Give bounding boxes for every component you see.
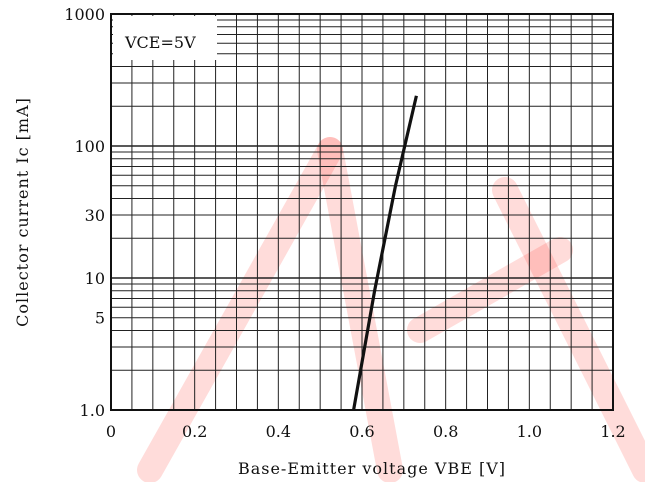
watermark-stroke-1 [317, 137, 403, 482]
series-line-0 [352, 95, 418, 411]
annotation-box [113, 16, 217, 60]
x-tick-label: 0.4 [266, 422, 291, 441]
y-tick-label: 10 [85, 269, 105, 288]
x-tick-label: 1.0 [517, 422, 542, 441]
y-tick-label: 30 [85, 206, 105, 225]
x-tick-label: 0.8 [433, 422, 458, 441]
watermark-stroke-0 [137, 137, 343, 482]
plot-frame [110, 13, 614, 411]
x-axis-label: Base-Emitter voltage VBE [V] [238, 459, 506, 478]
watermark-stroke-2 [407, 237, 573, 343]
annotation-sub: =5V [160, 33, 196, 52]
y-tick-label: 100 [74, 137, 105, 156]
x-tick-label: 0.6 [349, 422, 374, 441]
y-axis-label: Collector current Ic [mA] [13, 97, 32, 327]
watermark [137, 137, 645, 482]
x-tick-labels: 0 0.2 0.4 0.6 0.8 1.0 1.2 [106, 422, 626, 441]
watermark-stroke-3 [492, 177, 645, 482]
y-tick-labels: 1.0 5 10 30 100 1000 [64, 5, 105, 420]
y-tick-label: 1.0 [80, 401, 105, 420]
plot-border [110, 13, 614, 411]
y-tick-label: 1000 [64, 5, 105, 24]
y-tick-label: 5 [95, 309, 105, 328]
annotation: VCE=5V [124, 33, 196, 52]
x-tick-label: 0 [106, 422, 116, 441]
x-tick-label: 1.2 [600, 422, 625, 441]
annotation-main: VCE [124, 33, 160, 52]
grid [111, 14, 613, 410]
x-tick-label: 0.2 [182, 422, 207, 441]
series [352, 95, 418, 411]
